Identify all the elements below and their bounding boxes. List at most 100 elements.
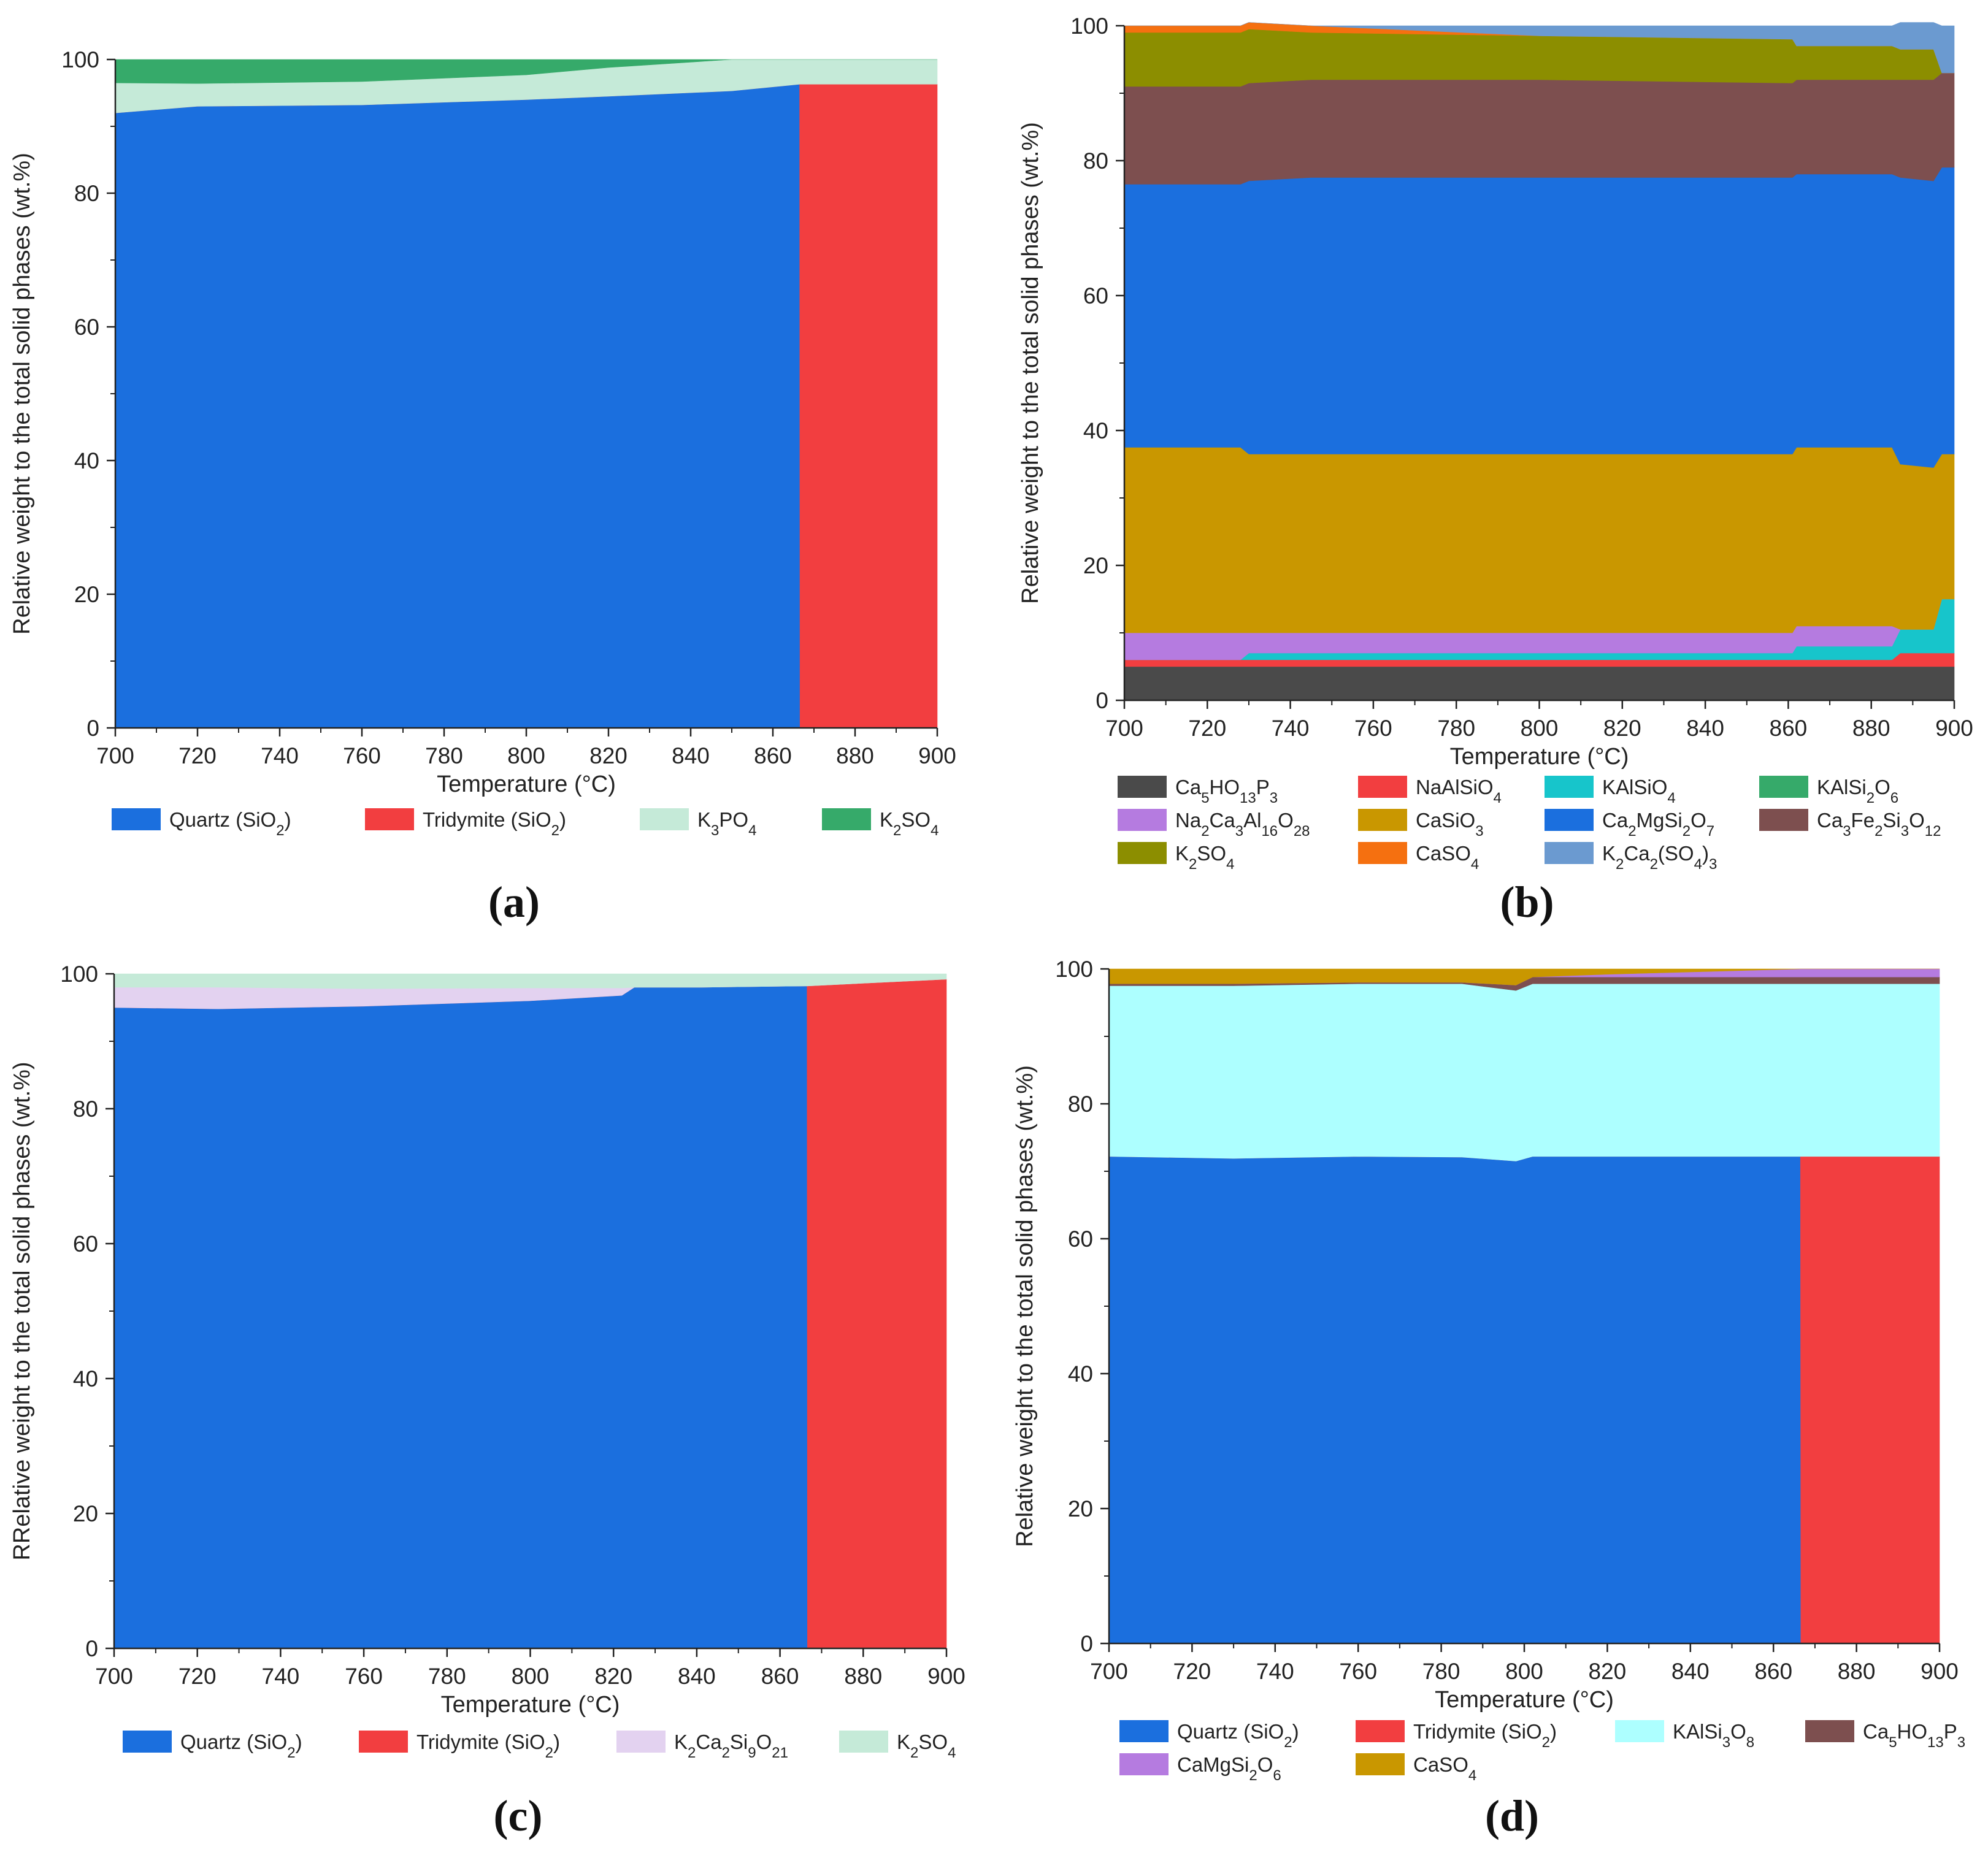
x-tick-label: 900: [1921, 1659, 1959, 1684]
y-tick-label: 60: [1083, 283, 1108, 308]
x-tick-label: 860: [761, 1664, 799, 1689]
legend-swatch: [359, 1731, 408, 1753]
legend-swatch: [1759, 809, 1808, 831]
y-tick-label: 40: [1083, 418, 1108, 443]
x-axis-label: Temperature (°C): [1435, 1687, 1614, 1713]
x-tick-label: 880: [1852, 716, 1890, 741]
area-series-k2so4: [115, 59, 937, 84]
x-tick-label: 800: [1505, 1659, 1543, 1684]
chart-panel-d: 700 720 740 760 780 800 820 840 860 880 900 0 20 40 60…: [1012, 957, 1965, 1840]
area-series-ca2mgsi2o7: [1124, 167, 1955, 468]
legend-swatch: [839, 1731, 888, 1753]
x-tick-label: 720: [1188, 716, 1226, 741]
y-tick-label: 40: [1068, 1361, 1093, 1387]
area-series-ca3fe2si3o12: [1124, 72, 1955, 185]
legend-swatch: [640, 808, 689, 830]
y-tick-label: 100: [1070, 13, 1108, 39]
legend-swatch: [123, 1731, 172, 1753]
x-tick-label: 740: [261, 743, 299, 768]
x-tick-label: 820: [589, 743, 627, 768]
y-axis-label: Relative weight to the total solid phase…: [1018, 122, 1043, 604]
legend-swatch: [1358, 809, 1407, 831]
y-tick-label: 60: [74, 315, 99, 340]
x-tick-label: 740: [1256, 1659, 1294, 1684]
legend-swatch: [1119, 1720, 1169, 1742]
x-tick-label: 880: [1838, 1659, 1876, 1684]
y-tick-label: 40: [73, 1366, 98, 1391]
x-tick-label: 800: [512, 1664, 550, 1689]
x-tick-label: 700: [96, 743, 134, 768]
legend-swatch: [1615, 1720, 1664, 1742]
x-axis-label: Temperature (°C): [1450, 744, 1629, 770]
y-axis-label: Relative weight to the total solid phase…: [1012, 1065, 1038, 1547]
x-axis-label: Temperature (°C): [441, 1692, 620, 1718]
x-tick-label: 840: [1671, 1659, 1710, 1684]
y-tick-label: 80: [74, 181, 99, 206]
chart-panel-b: 700 720 740 760 780 800 820 840 860 880 900 0 20 40 60…: [1018, 13, 1973, 927]
x-tick-label: 880: [836, 743, 874, 768]
area-series-caso4: [1108, 968, 1940, 985]
y-tick-label: 0: [1096, 688, 1108, 713]
panel-label: (a): [488, 878, 540, 927]
x-tick-label: 780: [425, 743, 463, 768]
legend-swatch: [1805, 1720, 1854, 1742]
x-tick-label: 760: [1354, 716, 1392, 741]
area-series-ca5ho13p3: [1124, 666, 1955, 701]
x-tick-label: 760: [343, 743, 381, 768]
area-series-casio3: [1124, 447, 1955, 633]
x-axis-label: Temperature (°C): [437, 771, 616, 797]
legend-swatch: [1118, 842, 1167, 864]
y-tick-label: 20: [1068, 1496, 1093, 1521]
x-tick-label: 800: [1521, 716, 1559, 741]
legend-swatch: [1118, 809, 1167, 831]
legend-swatch: [1119, 1753, 1169, 1775]
legend-swatch: [365, 808, 414, 830]
legend-swatch: [1358, 776, 1407, 798]
x-tick-label: 880: [844, 1664, 882, 1689]
y-tick-label: 80: [1068, 1092, 1093, 1117]
x-tick-label: 820: [1589, 1659, 1627, 1684]
x-tick-label: 840: [672, 743, 710, 768]
x-tick-label: 780: [1422, 1659, 1460, 1684]
y-tick-label: 20: [74, 582, 99, 607]
y-tick-label: 60: [1068, 1226, 1093, 1252]
y-axis-label: Relative weight to the total solid phase…: [9, 153, 35, 635]
x-tick-label: 720: [178, 743, 217, 768]
y-tick-label: 0: [86, 716, 99, 741]
y-tick-label: 80: [1083, 148, 1108, 174]
x-tick-label: 900: [927, 1664, 965, 1689]
x-tick-label: 760: [1339, 1659, 1377, 1684]
x-tick-label: 760: [345, 1664, 383, 1689]
legend-swatch: [1356, 1720, 1405, 1742]
y-tick-label: 0: [1080, 1631, 1093, 1656]
area-series-k2ca2-so4-3: [1124, 22, 1955, 74]
area-series-kalsi3o8: [1108, 983, 1940, 1161]
x-tick-label: 900: [918, 743, 956, 768]
area-series-k2so4: [113, 973, 947, 989]
x-tick-label: 820: [594, 1664, 632, 1689]
panel-label: (c): [494, 1791, 543, 1840]
legend-swatch: [1358, 842, 1407, 864]
legend-swatch: [1545, 776, 1594, 798]
chart-panel-a: 700 720 740 760 780 800 820 840 860 880 900 0 20 40 60…: [9, 47, 956, 927]
x-tick-label: 720: [178, 1664, 217, 1689]
panel-label: (b): [1500, 878, 1554, 927]
legend-swatch: [1545, 842, 1594, 864]
x-tick-label: 840: [1686, 716, 1724, 741]
y-axis-label: RRelative weight to the total solid phas…: [9, 1062, 35, 1560]
y-tick-label: 20: [1083, 553, 1108, 578]
x-tick-label: 780: [428, 1664, 466, 1689]
x-tick-label: 860: [754, 743, 792, 768]
x-tick-label: 860: [1754, 1659, 1792, 1684]
legend-swatch: [1545, 809, 1594, 831]
y-tick-label: 80: [73, 1096, 98, 1122]
y-tick-label: 40: [74, 448, 99, 473]
x-tick-label: 900: [1935, 716, 1973, 741]
x-tick-label: 700: [1105, 716, 1143, 741]
y-tick-label: 100: [60, 962, 98, 987]
legend-swatch: [112, 808, 161, 830]
x-tick-label: 740: [1272, 716, 1310, 741]
x-tick-label: 720: [1173, 1659, 1211, 1684]
x-tick-label: 700: [95, 1664, 133, 1689]
